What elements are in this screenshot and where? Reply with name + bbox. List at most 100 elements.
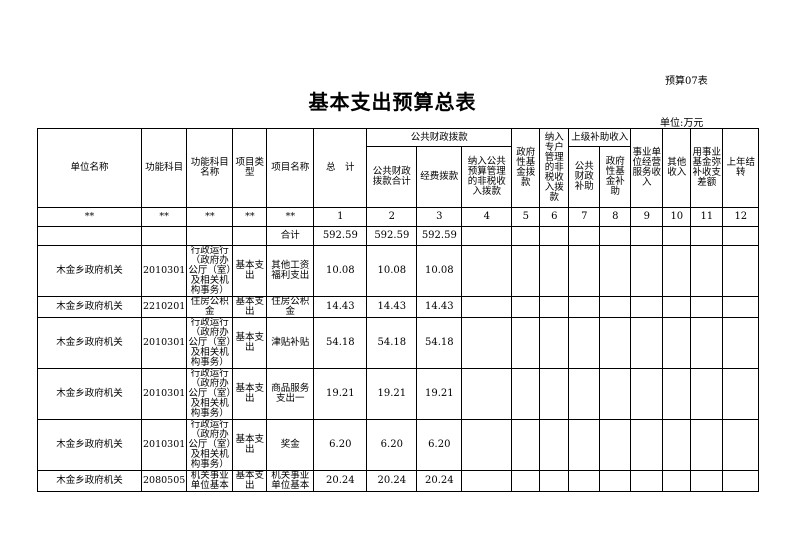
header-sup-public: 公共财政补助	[568, 146, 601, 208]
cell	[630, 470, 664, 492]
cell	[690, 419, 724, 471]
cell	[662, 226, 692, 246]
cell: 木金乡政府机关	[37, 317, 142, 369]
cell: 20.24	[416, 470, 463, 492]
cell: 行政运行（政府办公厅（室）及相关机构事务）	[186, 368, 234, 420]
cell: 2210201	[140, 296, 188, 318]
cell	[461, 419, 513, 471]
cell: 19.21	[313, 368, 368, 420]
header-public-total: 公共财政拨款合计	[366, 146, 418, 208]
cell: 6.20	[313, 419, 368, 471]
cell	[690, 296, 724, 318]
cell: 5	[511, 207, 541, 227]
cell: 14.43	[366, 296, 418, 318]
cell	[690, 245, 724, 297]
cell: 10.08	[313, 245, 368, 297]
cell	[461, 245, 513, 297]
unit-label: 单位:万元	[660, 118, 704, 129]
cell	[722, 296, 760, 318]
total-row: 合计 592.59 592.59 592.59	[37, 226, 760, 246]
header-func-name: 功能科目名称	[186, 128, 234, 208]
cell	[599, 368, 632, 420]
header-sup-fund: 政府性基金补助	[599, 146, 632, 208]
header-proj-type: 项目类型	[232, 128, 268, 208]
cell	[37, 226, 142, 246]
cell: 11	[690, 207, 724, 227]
cell: 机关事业单位基本	[266, 470, 315, 492]
cell	[630, 226, 664, 246]
cell: 基本支出	[232, 317, 268, 369]
cell: 4	[461, 207, 513, 227]
cell	[630, 419, 664, 471]
cell	[511, 317, 541, 369]
cell	[511, 296, 541, 318]
table-row: 木金乡政府机关 2010301 行政运行（政府办公厅（室）及相关机构事务） 基本支出津…	[37, 317, 760, 369]
cell	[461, 296, 513, 318]
cell	[539, 470, 570, 492]
table-row: 木金乡政府机关 2080505 机关事业单位基本 基本支出 机关事业单位基本 20.24 2…	[37, 470, 760, 492]
cell	[232, 226, 268, 246]
cell: 2010301	[140, 317, 188, 369]
cell	[722, 226, 760, 246]
cell	[722, 368, 760, 420]
cell	[568, 317, 601, 369]
cell: 住房公积金	[266, 296, 315, 318]
table-row: 木金乡政府机关 2010301 行政运行（政府办公厅（室）及相关机构事务） 基本支出其…	[37, 245, 760, 297]
cell: 木金乡政府机关	[37, 368, 142, 420]
cell: 2	[366, 207, 418, 227]
cell	[511, 368, 541, 420]
cell: **	[186, 207, 234, 227]
cell	[539, 368, 570, 420]
cell: 14.43	[416, 296, 463, 318]
cell	[568, 245, 601, 297]
cell: 2080505	[140, 470, 188, 492]
cell: 592.59	[366, 226, 418, 246]
cell: 14.43	[313, 296, 368, 318]
header-nontax: 纳入公共预算管理的非税收入拨款	[461, 146, 513, 208]
cell: 基本支出	[232, 245, 268, 297]
cell	[511, 419, 541, 471]
header-public-group: 公共财政拨款	[366, 128, 513, 147]
cell: 2010301	[140, 368, 188, 420]
cell: 2010301	[140, 419, 188, 471]
table-row: 木金乡政府机关 2010301 行政运行（政府办公厅（室）及相关机构事务） 基本支出奖…	[37, 419, 760, 471]
cell: 津贴补贴	[266, 317, 315, 369]
header-func-code: 功能科目	[140, 128, 188, 208]
cell: 2010301	[140, 245, 188, 297]
cell	[722, 245, 760, 297]
cell	[722, 470, 760, 492]
cell	[690, 470, 724, 492]
cell: 592.59	[416, 226, 463, 246]
cell	[539, 245, 570, 297]
cell: 行政运行（政府办公厅（室）及相关机构事务）	[186, 245, 234, 297]
cell	[186, 226, 234, 246]
cell	[599, 419, 632, 471]
cell	[722, 419, 760, 471]
cell: 行政运行（政府办公厅（室）及相关机构事务）	[186, 419, 234, 471]
header-carry: 上年结转	[722, 128, 760, 208]
header-business: 事业单位经营服务收入	[630, 128, 664, 208]
header-unit-name: 单位名称	[37, 128, 142, 208]
cell	[690, 368, 724, 420]
cell: 其他工资福利支出	[266, 245, 315, 297]
cell	[461, 317, 513, 369]
cell: 10	[662, 207, 692, 227]
header-total: 总 计	[313, 128, 368, 208]
cell	[568, 419, 601, 471]
cell	[690, 226, 724, 246]
cell	[722, 317, 760, 369]
cell	[539, 317, 570, 369]
cell	[539, 226, 570, 246]
page-title: 基本支出预算总表	[308, 90, 477, 114]
index-row: ** ** ** ** ** 1 2 3 4 5 6 7 8 9 10 11 12	[37, 207, 760, 227]
cell	[662, 470, 692, 492]
cell	[599, 245, 632, 297]
cell	[140, 226, 188, 246]
cell: 54.18	[366, 317, 418, 369]
cell: 7	[568, 207, 601, 227]
cell	[539, 296, 570, 318]
cell: 合计	[266, 226, 315, 246]
table-row: 木金乡政府机关 2210201 住房公积金 基本支出 住房公积金 14.43 14.43 14…	[37, 296, 760, 318]
cell: 奖金	[266, 419, 315, 471]
cell: 1	[313, 207, 368, 227]
